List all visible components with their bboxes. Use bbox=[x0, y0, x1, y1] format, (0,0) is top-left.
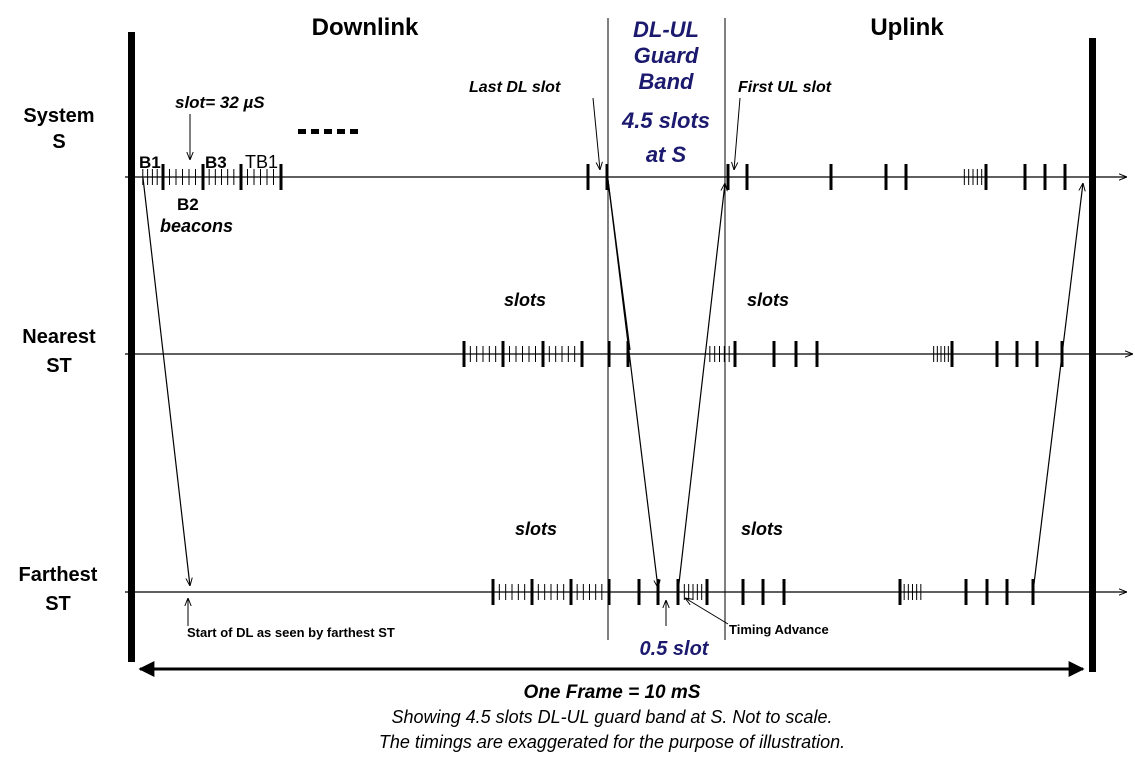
beacons-label: beacons bbox=[160, 216, 233, 236]
nearest-row-label: Nearest ST bbox=[22, 326, 96, 377]
frame-end-bar bbox=[1089, 38, 1096, 672]
start-of-dl-label: Start of DL as seen by farthest ST bbox=[187, 625, 395, 640]
svg-text:ST: ST bbox=[45, 593, 71, 615]
farthest-ul-to-system-arrow bbox=[677, 183, 725, 593]
dl-start-propagation-arrow bbox=[142, 177, 190, 586]
farthest-slot-marks bbox=[491, 579, 1035, 605]
svg-text:DL-UL: DL-UL bbox=[633, 17, 699, 42]
beacon-b2-label: B2 bbox=[177, 195, 199, 214]
svg-text:4.5 slots: 4.5 slots bbox=[621, 108, 710, 133]
slot-size-label: slot= 32 µS bbox=[175, 93, 265, 112]
note-line-2: The timings are exaggerated for the purp… bbox=[379, 732, 845, 752]
nearest-slot-marks bbox=[462, 341, 1064, 367]
farthest-row-label: Farthest ST bbox=[19, 564, 98, 615]
continuation-dots bbox=[298, 129, 358, 134]
last-ul-to-system-arrow bbox=[1032, 183, 1083, 593]
nearest-dl-slots-label: slots bbox=[504, 290, 546, 310]
first-ul-slot-pointer bbox=[734, 97, 741, 170]
frame-length-label: One Frame = 10 mS bbox=[524, 682, 701, 703]
beacon-b1-label: B1 bbox=[139, 153, 161, 172]
last-dl-to-farthest-arrow bbox=[607, 179, 658, 588]
tb1-label: TB1 bbox=[245, 152, 278, 172]
beacon-b3-label: B3 bbox=[205, 153, 227, 172]
uplink-heading: Uplink bbox=[870, 14, 944, 41]
svg-text:System: System bbox=[23, 105, 94, 127]
farthest-ul-slots-label: slots bbox=[741, 519, 783, 539]
first-ul-slot-label: First UL slot bbox=[738, 79, 832, 96]
last-dl-slot-pointer bbox=[592, 97, 600, 170]
timing-advance-label: Timing Advance bbox=[729, 622, 829, 637]
farthest-dl-slots-label: slots bbox=[515, 519, 557, 539]
guard-band-heading: DL-UL Guard Band 4.5 slots at S bbox=[621, 17, 710, 167]
svg-text:Guard: Guard bbox=[634, 43, 699, 68]
timing-advance-pointer bbox=[685, 598, 729, 625]
half-slot-label: 0.5 slot bbox=[640, 638, 710, 660]
svg-text:S: S bbox=[52, 131, 65, 153]
system-slot-marks bbox=[142, 164, 1067, 190]
nearest-ul-slots-label: slots bbox=[747, 290, 789, 310]
svg-text:Farthest: Farthest bbox=[19, 564, 98, 586]
svg-text:at S: at S bbox=[646, 142, 687, 167]
last-dl-slot-label: Last DL slot bbox=[469, 79, 561, 96]
note-line-1: Showing 4.5 slots DL-UL guard band at S.… bbox=[392, 707, 833, 727]
downlink-heading: Downlink bbox=[312, 14, 419, 41]
frame-start-bar bbox=[128, 32, 135, 662]
svg-text:Nearest: Nearest bbox=[22, 326, 96, 348]
svg-text:ST: ST bbox=[46, 355, 72, 377]
system-row-label: System S bbox=[23, 105, 94, 153]
svg-text:Band: Band bbox=[639, 69, 695, 94]
